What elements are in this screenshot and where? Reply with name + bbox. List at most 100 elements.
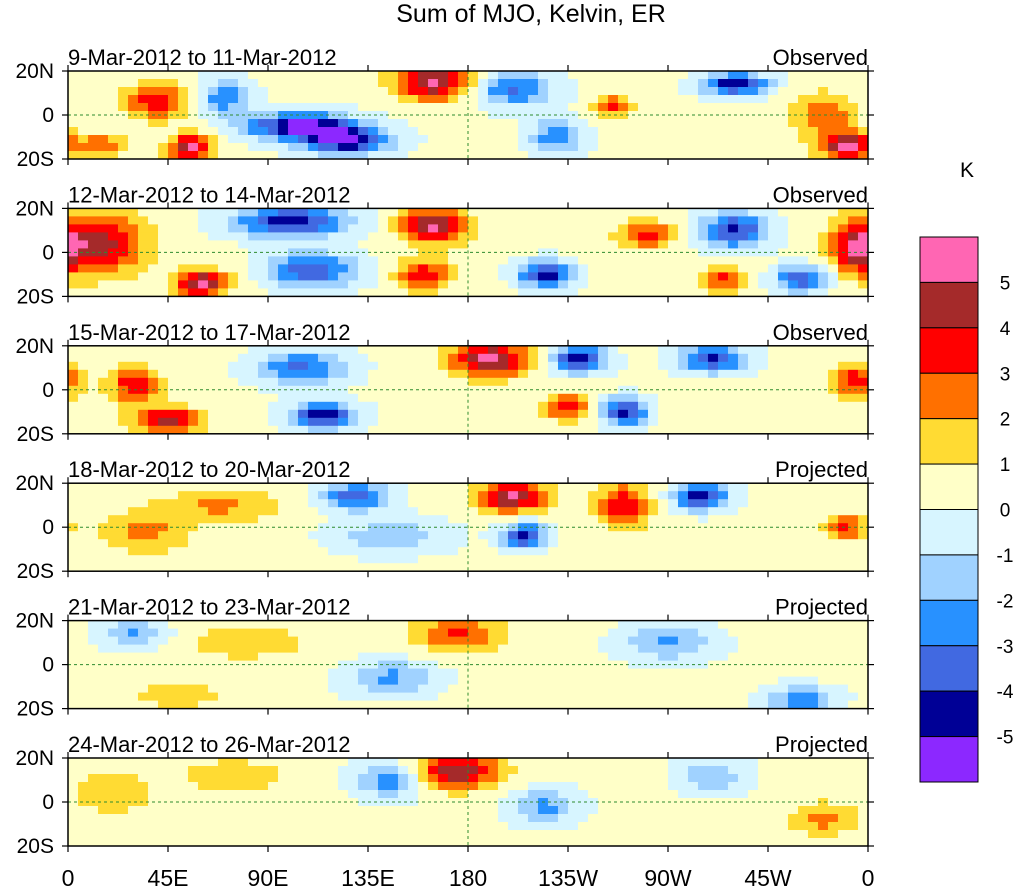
field-cell — [568, 143, 579, 152]
field-cell — [358, 774, 369, 783]
field-cell — [158, 248, 169, 257]
field-cell — [508, 684, 519, 694]
field-cell — [768, 668, 779, 678]
field-cell — [168, 652, 179, 662]
field-cell — [858, 668, 868, 678]
field-cell — [328, 491, 339, 500]
field-cell — [738, 660, 749, 670]
field-cell — [578, 660, 589, 670]
field-cell — [538, 555, 549, 564]
field-cell — [188, 208, 199, 217]
field-cell — [158, 377, 169, 387]
field-cell — [88, 79, 99, 88]
field-cell — [698, 700, 709, 709]
field-cell — [638, 660, 649, 670]
field-cell — [438, 758, 449, 767]
field-cell — [158, 345, 169, 355]
field-cell — [148, 240, 159, 249]
field-cell — [568, 676, 579, 686]
field-cell — [758, 240, 769, 249]
field-cell — [248, 790, 259, 799]
field-cell — [218, 143, 229, 152]
field-cell — [808, 425, 819, 434]
field-cell — [808, 208, 819, 217]
field-cell — [768, 224, 779, 233]
field-cell — [838, 636, 849, 646]
field-cell — [708, 409, 719, 419]
field-cell — [438, 224, 449, 233]
field-cell — [708, 515, 719, 524]
field-cell — [118, 280, 129, 289]
field-cell — [498, 272, 509, 281]
field-cell — [218, 660, 229, 670]
field-cell — [848, 417, 859, 427]
field-cell — [418, 692, 429, 702]
field-cell — [338, 208, 349, 217]
field-cell — [618, 515, 629, 524]
field-cell — [638, 79, 649, 88]
field-cell — [198, 644, 209, 654]
field-cell — [98, 830, 109, 839]
field-cell — [738, 135, 749, 144]
field-cell — [248, 620, 259, 630]
field-cell — [358, 232, 369, 241]
field-cell — [838, 563, 849, 572]
field-cell — [558, 563, 569, 572]
field-cell — [218, 377, 229, 387]
field-cell — [118, 790, 129, 799]
field-cell — [378, 272, 389, 281]
field-cell — [158, 798, 169, 807]
field-cell — [348, 417, 359, 427]
field-cell — [598, 361, 609, 371]
field-cell — [678, 377, 689, 387]
field-cell — [608, 620, 619, 630]
field-cell — [548, 515, 559, 524]
field-cell — [508, 71, 519, 80]
field-cell — [858, 143, 868, 152]
field-cell — [638, 515, 649, 524]
field-cell — [328, 822, 339, 831]
field-cell — [458, 385, 469, 395]
field-cell — [298, 425, 309, 434]
field-cell — [648, 216, 659, 225]
field-cell — [518, 79, 529, 88]
field-cell — [218, 127, 229, 136]
field-cell — [758, 95, 769, 104]
field-cell — [268, 766, 279, 775]
field-cell — [698, 208, 709, 217]
field-cell — [498, 353, 509, 363]
field-cell — [68, 208, 79, 217]
field-cell — [268, 700, 279, 709]
field-cell — [708, 71, 719, 80]
field-cell — [478, 676, 489, 686]
field-cell — [228, 684, 239, 694]
field-cell — [788, 208, 799, 217]
field-cell — [838, 151, 849, 159]
field-cell — [358, 127, 369, 136]
field-cell — [628, 240, 639, 249]
field-cell — [668, 256, 679, 265]
field-cell — [368, 620, 379, 630]
field-cell — [668, 248, 679, 257]
field-cell — [208, 103, 219, 112]
field-cell — [278, 425, 289, 434]
field-cell — [618, 409, 629, 419]
field-cell — [428, 507, 439, 516]
field-cell — [438, 507, 449, 516]
field-cell — [578, 700, 589, 709]
field-cell — [238, 393, 249, 403]
field-cell — [648, 499, 659, 508]
field-cell — [788, 151, 799, 159]
field-cell — [248, 256, 259, 265]
field-cell — [778, 288, 789, 297]
field-cell — [638, 345, 649, 355]
field-cell — [128, 288, 139, 297]
field-cell — [78, 814, 89, 823]
field-cell — [708, 700, 719, 709]
field-cell — [68, 644, 79, 654]
field-cell — [488, 523, 499, 532]
field-cell — [758, 143, 769, 152]
field-cell — [198, 345, 209, 355]
field-cell — [448, 644, 459, 654]
field-cell — [698, 111, 709, 120]
